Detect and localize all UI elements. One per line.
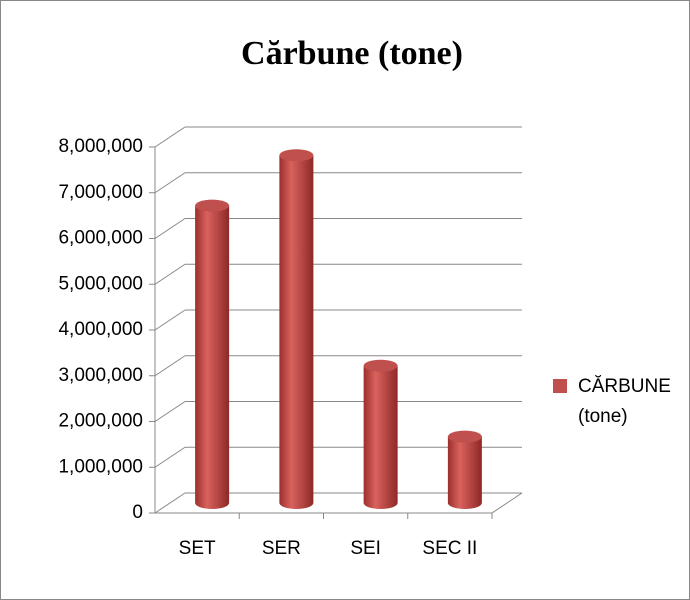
grid-depth [154, 401, 186, 422]
grid-depth [154, 263, 186, 285]
y-tick-label: 8,000,000 [58, 136, 143, 157]
grid-depth [154, 126, 186, 148]
y-tick-label: 2,000,000 [58, 411, 143, 432]
y-tick-label: 3,000,000 [58, 365, 143, 386]
chart-title: Cărbune (tone) [241, 35, 463, 72]
x-tick-label: SER [262, 538, 301, 559]
x-tick-label: SEC II [422, 538, 477, 559]
grid-depth [154, 172, 186, 194]
bar-body [195, 205, 230, 509]
bar-top [363, 359, 398, 372]
bar-body [447, 436, 482, 509]
legend-swatch [553, 379, 567, 393]
bar [195, 199, 230, 509]
grid-depth [154, 309, 186, 331]
bar-top [279, 149, 314, 162]
bar-body [279, 155, 314, 510]
legend-label: CĂRBUNE (tone) [578, 376, 671, 427]
bar [363, 359, 398, 509]
grid-depth [154, 492, 186, 514]
x-tick-label: SEI [350, 538, 381, 559]
y-tick-label: 6,000,000 [58, 228, 143, 249]
y-tick-label: 7,000,000 [58, 182, 143, 203]
bar-body [363, 365, 398, 509]
grid-depth [154, 355, 186, 377]
bar-top [195, 199, 230, 212]
grid-depth [154, 218, 186, 239]
y-tick-label: 5,000,000 [58, 273, 143, 294]
y-tick-label: 4,000,000 [58, 319, 143, 340]
y-tick-label: 1,000,000 [58, 456, 143, 477]
y-tick-label: 0 [132, 502, 143, 523]
grid-depth [154, 446, 186, 468]
bar [447, 430, 482, 509]
bar [279, 149, 314, 510]
x-tick-label: SET [179, 538, 216, 559]
bar-top [447, 430, 482, 443]
